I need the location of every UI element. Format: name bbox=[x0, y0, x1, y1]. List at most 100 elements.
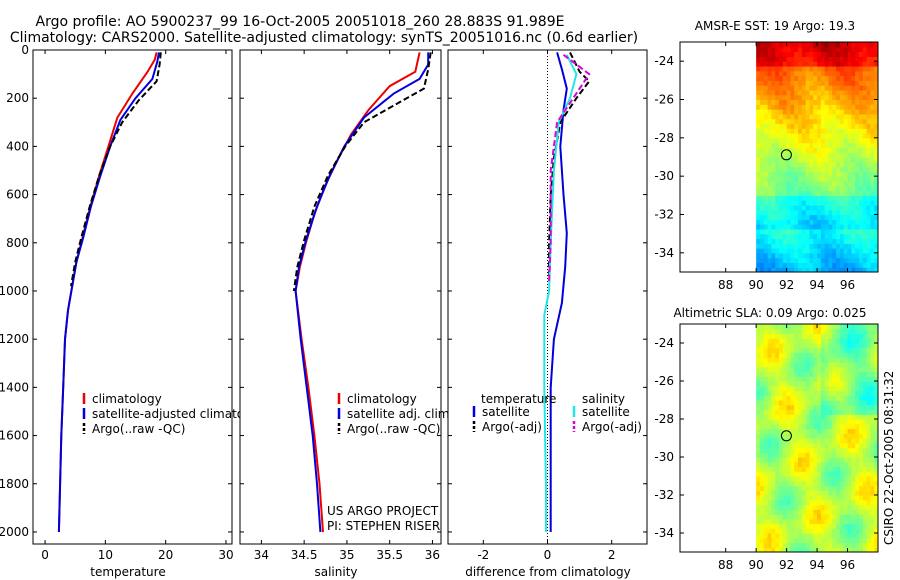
map-cell bbox=[767, 376, 772, 382]
map-cell bbox=[851, 224, 856, 230]
map-cell bbox=[855, 362, 860, 368]
map-cell bbox=[771, 461, 776, 468]
map-cell bbox=[839, 118, 845, 125]
map-cell bbox=[817, 128, 822, 134]
map-cell bbox=[839, 195, 845, 201]
salinity-panel: 34 34.5 35 35.5 36 salinity climatologysatel… bbox=[239, 49, 453, 579]
map-cell bbox=[759, 452, 765, 458]
map-cell bbox=[828, 476, 833, 482]
map-cell bbox=[790, 333, 795, 339]
map-cell bbox=[858, 228, 864, 235]
map-cell bbox=[870, 157, 875, 163]
map-cell bbox=[817, 509, 822, 515]
map-cell bbox=[771, 352, 776, 358]
map-cell bbox=[763, 504, 769, 510]
map-cell bbox=[782, 190, 788, 196]
map-cell bbox=[851, 476, 856, 482]
map-cell bbox=[763, 104, 769, 110]
sla-argo-marker bbox=[780, 430, 792, 442]
map-cell bbox=[843, 471, 849, 477]
map-cell bbox=[790, 357, 795, 363]
map-cell bbox=[836, 466, 841, 472]
map-cell bbox=[836, 381, 841, 387]
map-cell bbox=[862, 248, 868, 254]
map-cell bbox=[798, 65, 803, 72]
map-cell bbox=[771, 471, 776, 477]
map-cell bbox=[858, 252, 864, 259]
map-cell bbox=[759, 471, 765, 477]
map-cell bbox=[813, 480, 818, 487]
map-cell bbox=[767, 366, 772, 373]
map-cell bbox=[839, 42, 845, 48]
map-cell bbox=[798, 343, 803, 349]
map-cell bbox=[820, 514, 826, 520]
map-cell bbox=[771, 190, 776, 196]
map-cell bbox=[771, 442, 776, 449]
map-cell bbox=[775, 438, 780, 444]
map-cell bbox=[862, 214, 868, 220]
map-cell bbox=[855, 338, 860, 344]
map-cell bbox=[836, 137, 841, 144]
map-cell bbox=[775, 46, 780, 53]
map-cell bbox=[839, 390, 845, 396]
map-cell bbox=[858, 185, 864, 192]
map-cell bbox=[790, 352, 795, 358]
map-cell bbox=[775, 104, 780, 110]
map-cell bbox=[767, 252, 772, 259]
map-cell bbox=[763, 352, 769, 358]
map-cell bbox=[771, 533, 776, 539]
map-cell bbox=[820, 381, 826, 387]
map-cell bbox=[817, 419, 822, 425]
map-cell bbox=[866, 75, 871, 81]
map-cell bbox=[858, 171, 864, 177]
map-cell bbox=[786, 504, 792, 510]
map-cell bbox=[775, 61, 780, 67]
map-cell bbox=[858, 400, 864, 406]
map-cell bbox=[874, 89, 878, 96]
map-cell bbox=[832, 161, 837, 168]
map-cell bbox=[843, 171, 849, 177]
map-cell bbox=[798, 118, 803, 125]
map-cell bbox=[836, 157, 841, 163]
map-cell bbox=[874, 414, 878, 420]
map-cell bbox=[817, 533, 822, 539]
map-cell bbox=[843, 89, 849, 96]
map-cell bbox=[786, 495, 792, 501]
map-cell bbox=[813, 99, 818, 105]
map-cell bbox=[832, 113, 837, 120]
map-cell bbox=[820, 118, 826, 125]
map-cell bbox=[759, 533, 765, 539]
map-cell bbox=[782, 171, 788, 177]
map-cell bbox=[858, 157, 864, 163]
map-cell bbox=[855, 195, 860, 201]
map-cell bbox=[874, 495, 878, 501]
map-cell bbox=[828, 94, 833, 101]
map-cell bbox=[862, 185, 868, 192]
map-cell bbox=[805, 137, 811, 144]
map-cell bbox=[775, 51, 780, 57]
map-cell bbox=[855, 51, 860, 57]
map-cell bbox=[858, 61, 864, 67]
map-cell bbox=[805, 228, 811, 235]
map-cell bbox=[820, 328, 826, 335]
map-cell bbox=[813, 476, 818, 482]
map-cell bbox=[874, 228, 878, 235]
map-cell bbox=[874, 185, 878, 192]
map-cell bbox=[786, 42, 792, 48]
map-cell bbox=[775, 371, 780, 377]
map-cell bbox=[855, 385, 860, 392]
map-cell bbox=[839, 257, 845, 264]
map-cell bbox=[786, 357, 792, 363]
map-cell bbox=[828, 161, 833, 168]
map-cell bbox=[756, 324, 761, 330]
map-cell bbox=[759, 180, 765, 187]
map-cell bbox=[832, 46, 837, 53]
map-cell bbox=[824, 113, 830, 120]
map-cell bbox=[836, 428, 841, 434]
map-cell bbox=[759, 404, 765, 411]
map-cell bbox=[874, 204, 878, 211]
map-cell bbox=[839, 438, 845, 444]
map-cell bbox=[767, 419, 772, 425]
map-cell bbox=[824, 385, 830, 392]
map-cell bbox=[828, 442, 833, 449]
